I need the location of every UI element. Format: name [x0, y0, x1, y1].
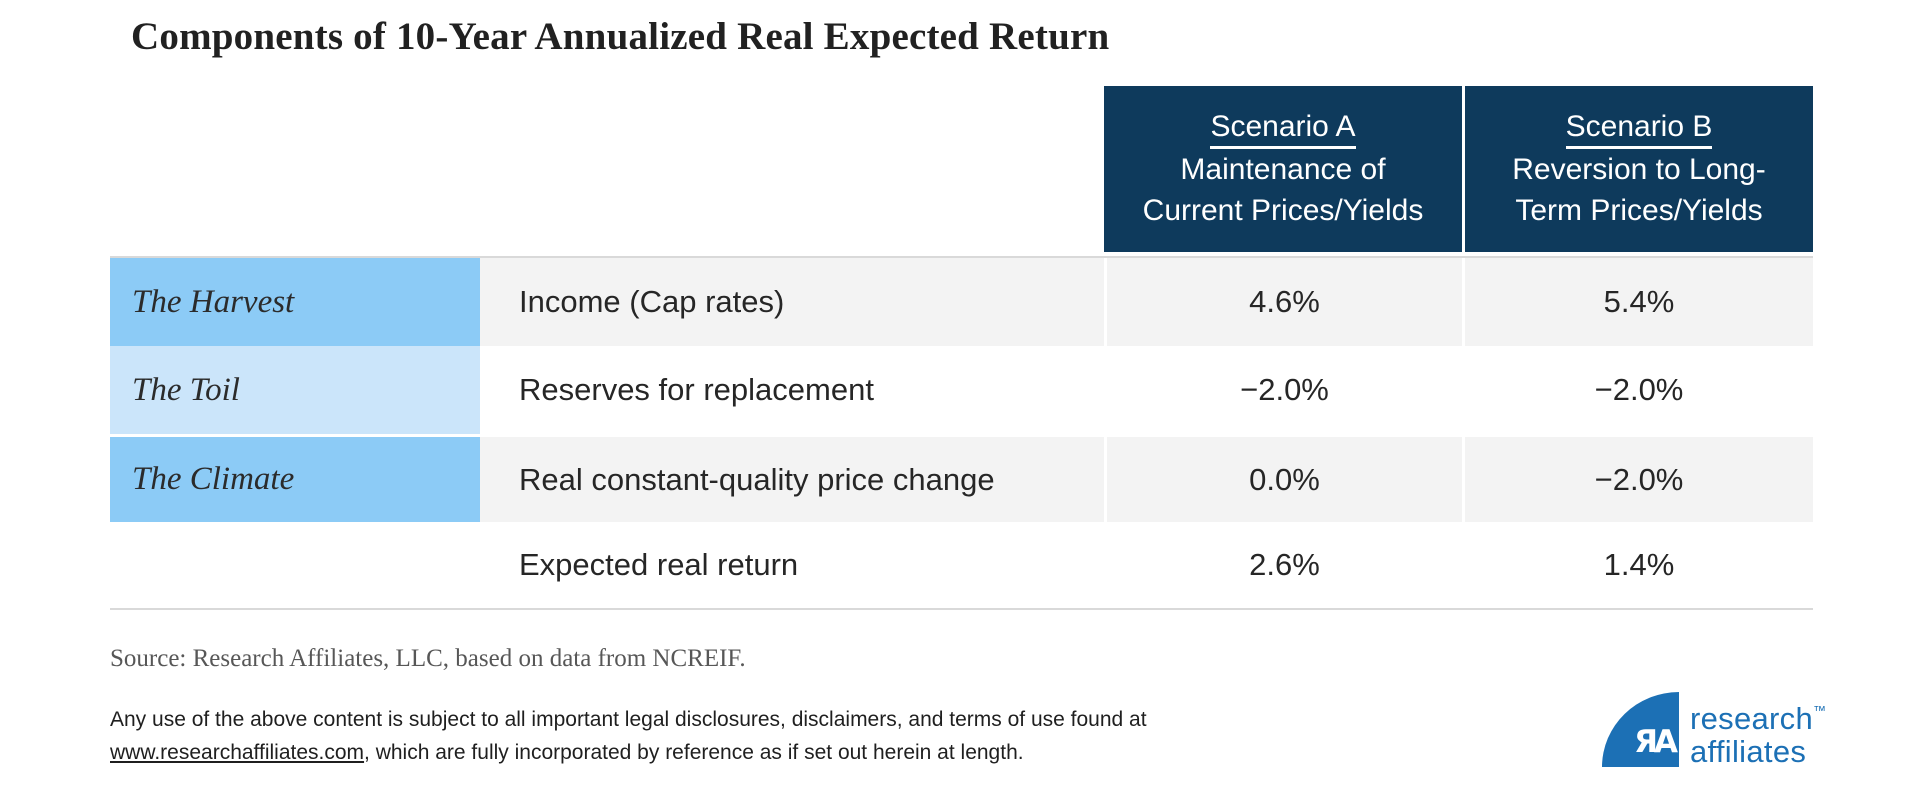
theme-label-empty	[110, 522, 480, 608]
scenario-b-subtitle-line2: Term Prices/Yields	[1515, 193, 1763, 227]
scenario-a-value: −2.0%	[1104, 346, 1462, 434]
scenario-a-value: 4.6%	[1104, 258, 1462, 346]
scenario-a-subtitle-line1: Maintenance of	[1180, 152, 1386, 186]
table-row-toil: The Toil Reserves for replacement −2.0% …	[110, 346, 1813, 434]
ra-monogram: ЯA	[1634, 724, 1678, 760]
scenario-header: Scenario A Maintenance of Current Prices…	[1104, 86, 1813, 252]
scenario-b-name: Scenario B	[1565, 108, 1713, 149]
scenario-b-value: 1.4%	[1462, 522, 1813, 608]
scenario-b-value: −2.0%	[1462, 346, 1813, 434]
theme-label-harvest: The Harvest	[110, 258, 480, 346]
ra-logo-mark-icon: ЯA	[1602, 692, 1679, 767]
scenario-a-value: 2.6%	[1104, 522, 1462, 608]
trademark-symbol: ™	[1813, 703, 1827, 718]
logo-word-affiliates: affiliates	[1690, 734, 1807, 769]
component-label: Real constant-quality price change	[480, 437, 1104, 522]
scenario-a-header: Scenario A Maintenance of Current Prices…	[1104, 86, 1462, 252]
component-label: Reserves for replacement	[480, 346, 1104, 434]
logo-wordmark: research™ affiliates	[1690, 694, 1826, 768]
figure-title: Components of 10-Year Annualized Real Ex…	[131, 15, 1110, 58]
table-row-total: Expected real return 2.6% 1.4%	[110, 522, 1813, 608]
theme-label-climate: The Climate	[110, 437, 480, 522]
disclaimer-line2: , which are fully incorporated by refere…	[364, 741, 1024, 764]
theme-label-toil: The Toil	[110, 346, 480, 434]
scenario-b-header: Scenario B Reversion to Long- Term Price…	[1465, 86, 1813, 252]
scenario-b-subtitle-line1: Reversion to Long-	[1512, 152, 1766, 186]
table-row-climate: The Climate Real constant-quality price …	[110, 434, 1813, 522]
scenario-b-value: −2.0%	[1462, 437, 1813, 522]
table-row-harvest: The Harvest Income (Cap rates) 4.6% 5.4%	[110, 258, 1813, 346]
researchaffiliates-link[interactable]: www.researchaffiliates.com	[110, 741, 365, 764]
research-affiliates-logo: ЯA research™ affiliates	[1602, 692, 1826, 768]
component-label: Expected real return	[480, 522, 1104, 608]
return-components-table: The Harvest Income (Cap rates) 4.6% 5.4%…	[110, 256, 1813, 610]
disclaimer-line1: Any use of the above content is subject …	[110, 708, 1147, 731]
legal-disclaimer: Any use of the above content is subject …	[110, 703, 1147, 769]
logo-word-research: research	[1690, 701, 1814, 736]
scenario-a-name: Scenario A	[1210, 108, 1356, 149]
scenario-b-value: 5.4%	[1462, 258, 1813, 346]
scenario-a-value: 0.0%	[1104, 437, 1462, 522]
scenario-a-subtitle-line2: Current Prices/Yields	[1142, 193, 1424, 227]
source-note: Source: Research Affiliates, LLC, based …	[110, 645, 746, 672]
component-label: Income (Cap rates)	[480, 258, 1104, 346]
